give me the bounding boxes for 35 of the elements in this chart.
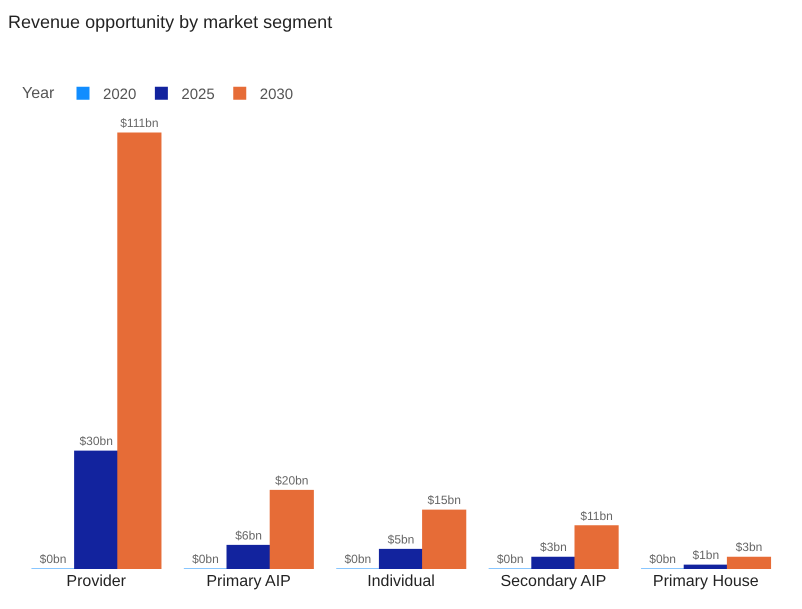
bar bbox=[378, 548, 424, 569]
data-label: $30bn bbox=[80, 434, 113, 448]
bar bbox=[422, 510, 466, 569]
bar bbox=[726, 556, 772, 569]
data-label: $6bn bbox=[235, 528, 262, 542]
data-label: $0bn bbox=[496, 552, 524, 566]
bar bbox=[74, 450, 118, 569]
data-label: $11bn bbox=[580, 508, 613, 523]
chart-title: Revenue opportunity by market segment bbox=[8, 12, 332, 32]
x-tick-label: Individual bbox=[367, 573, 435, 590]
bar bbox=[574, 525, 619, 569]
data-label: $20bn bbox=[275, 473, 308, 488]
bar bbox=[270, 490, 314, 569]
legend-label: 2025 bbox=[181, 86, 215, 104]
data-label: $5bn bbox=[388, 532, 414, 546]
x-tick-label: Secondary AIP bbox=[500, 573, 606, 590]
data-label: $0bn bbox=[192, 552, 219, 566]
data-label: $3bn bbox=[540, 540, 567, 554]
bar bbox=[226, 544, 271, 569]
data-label: $111bn bbox=[120, 116, 159, 130]
data-label: $15bn bbox=[427, 493, 461, 508]
legend-title: Year bbox=[22, 84, 55, 102]
bar bbox=[684, 564, 728, 569]
x-tick-label: Primary AIP bbox=[206, 573, 291, 590]
legend-label: 2020 bbox=[103, 86, 136, 104]
data-label: $0bn bbox=[40, 552, 66, 566]
data-label: $0bn bbox=[649, 552, 676, 566]
data-label: $3bn bbox=[736, 540, 762, 554]
x-tick-label: Primary House bbox=[652, 573, 759, 590]
bar bbox=[531, 556, 576, 569]
bar bbox=[117, 132, 162, 569]
legend-label: 2030 bbox=[260, 86, 294, 104]
x-tick-label: Provider bbox=[66, 573, 127, 590]
data-label: $0bn bbox=[344, 552, 372, 566]
data-label: $1bn bbox=[692, 548, 720, 562]
